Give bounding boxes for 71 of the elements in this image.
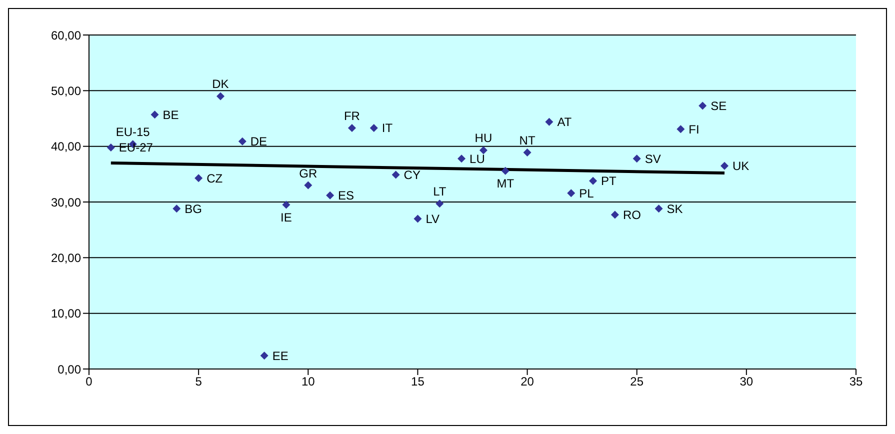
point: [632, 154, 641, 163]
annotation: DK: [212, 77, 229, 92]
point: [216, 92, 224, 100]
annotation: SE: [710, 98, 727, 113]
annotation: EU-15: [116, 125, 150, 140]
point: [589, 176, 598, 185]
y-tick-label: 40,00: [50, 140, 82, 154]
y-tick-label: 10,00: [50, 306, 82, 321]
point: [370, 124, 378, 132]
annotation: LV: [426, 212, 440, 226]
annotation: SK: [666, 202, 683, 216]
point: [348, 124, 356, 132]
annotation: IT: [382, 121, 394, 136]
annotation: CZ: [206, 171, 223, 186]
annotation: PL: [579, 186, 594, 200]
point: [654, 204, 663, 213]
point: [458, 154, 466, 163]
annotation: BE: [162, 108, 179, 122]
x-tick-label: 35: [849, 374, 863, 389]
point: [150, 110, 159, 119]
annotation: PT: [601, 174, 618, 188]
point: [523, 148, 532, 156]
annotation: LT: [433, 184, 447, 199]
annotation: AT: [557, 115, 572, 130]
point: [698, 102, 707, 110]
annotation: HU: [474, 131, 492, 146]
point: [610, 210, 619, 219]
annotation: CY: [404, 168, 420, 182]
annotation: UK: [732, 159, 750, 174]
x-tick-label: 5: [195, 374, 202, 389]
x-tick-label: 25: [630, 374, 644, 389]
point: [106, 143, 115, 152]
point: [304, 181, 312, 190]
annotation: RO: [622, 208, 641, 222]
x-tick-label: 15: [411, 374, 425, 389]
point: [720, 162, 729, 170]
x-tick-label: 20: [520, 374, 534, 389]
annotation: FI: [688, 122, 700, 136]
annotation: DE: [250, 134, 268, 149]
x-tick-label: 30: [740, 374, 754, 389]
point: [501, 166, 510, 175]
annotation: MT: [496, 176, 515, 190]
annotation: EE: [272, 348, 288, 363]
x-tick-label: 0: [86, 374, 93, 389]
y-tick-label: 20,00: [50, 250, 82, 265]
annotation: NT: [519, 133, 536, 148]
point: [414, 214, 422, 223]
point: [676, 125, 685, 134]
point: [436, 200, 444, 208]
annotation: SV: [644, 152, 661, 166]
point: [545, 118, 554, 126]
y-tick-label: 50,00: [50, 84, 82, 98]
annotation: ES: [338, 188, 354, 203]
point: [567, 189, 576, 198]
annotation: LU: [470, 152, 485, 166]
annotation: FR: [344, 108, 360, 123]
y-tick-label: 0,00: [58, 362, 82, 376]
y-tick-label: 60,00: [50, 28, 82, 42]
point: [172, 204, 181, 213]
point: [326, 191, 334, 200]
x-tick-label: 10: [301, 374, 316, 389]
point: [282, 200, 290, 209]
annotation: IE: [280, 210, 292, 224]
y-tick-label: 30,00: [50, 195, 82, 210]
annotation: GR: [299, 166, 318, 180]
point: [260, 352, 268, 360]
annotation: BG: [184, 202, 202, 216]
point: [479, 146, 488, 154]
point: [194, 174, 203, 182]
point: [392, 170, 400, 179]
point: [238, 137, 246, 146]
